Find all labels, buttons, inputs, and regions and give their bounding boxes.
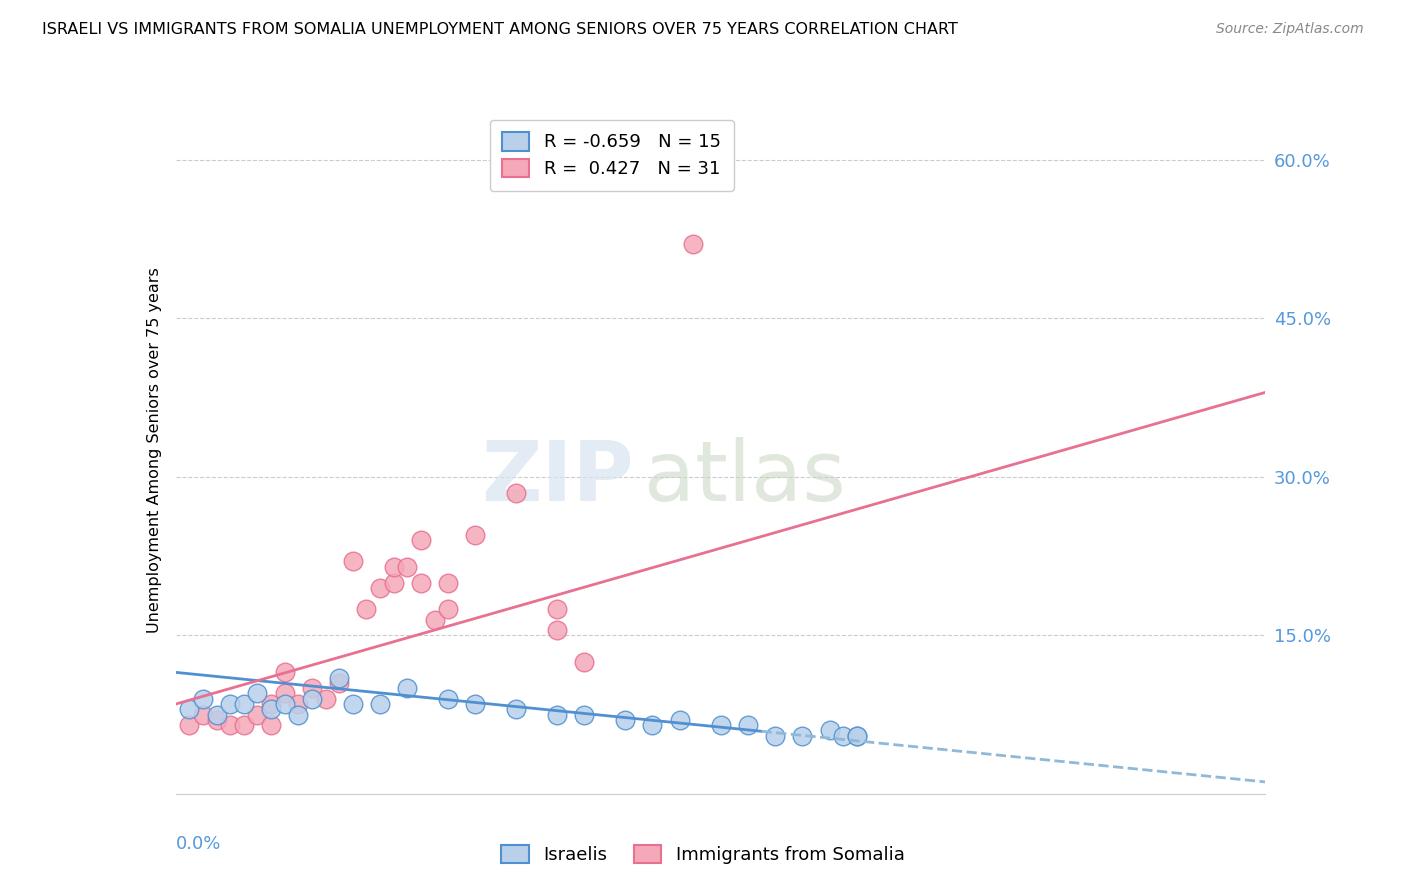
Point — [737, 718, 759, 732]
Point — [437, 602, 460, 616]
Point — [205, 713, 228, 727]
Point — [546, 707, 568, 722]
Point — [437, 575, 460, 590]
Point — [546, 602, 568, 616]
Point — [191, 691, 214, 706]
Point — [219, 697, 242, 711]
Point — [342, 697, 364, 711]
Point — [641, 718, 664, 732]
Point — [260, 718, 283, 732]
Point — [274, 697, 297, 711]
Point — [274, 686, 297, 700]
Point — [574, 655, 596, 669]
Point — [232, 718, 254, 732]
Point — [301, 691, 323, 706]
Point — [845, 729, 868, 743]
Point — [219, 718, 242, 732]
Point — [409, 575, 432, 590]
Point — [763, 729, 786, 743]
Point — [179, 702, 201, 716]
Point — [179, 718, 201, 732]
Point — [505, 702, 527, 716]
Point — [574, 707, 596, 722]
Point — [191, 707, 214, 722]
Point — [287, 697, 309, 711]
Point — [232, 697, 254, 711]
Text: 0.0%: 0.0% — [176, 835, 221, 853]
Point — [260, 702, 283, 716]
Point — [682, 237, 704, 252]
Point — [437, 691, 460, 706]
Point — [845, 729, 868, 743]
Legend: Israelis, Immigrants from Somalia: Israelis, Immigrants from Somalia — [486, 830, 920, 879]
Point — [546, 623, 568, 637]
Point — [368, 581, 391, 595]
Point — [464, 697, 486, 711]
Point — [668, 713, 690, 727]
Point — [328, 676, 350, 690]
Point — [260, 697, 283, 711]
Text: ISRAELI VS IMMIGRANTS FROM SOMALIA UNEMPLOYMENT AMONG SENIORS OVER 75 YEARS CORR: ISRAELI VS IMMIGRANTS FROM SOMALIA UNEMP… — [42, 22, 957, 37]
Point — [274, 665, 297, 680]
Point — [464, 528, 486, 542]
Point — [832, 729, 855, 743]
Point — [710, 718, 733, 732]
Point — [246, 686, 269, 700]
Point — [315, 691, 337, 706]
Point — [205, 707, 228, 722]
Point — [382, 575, 405, 590]
Text: ZIP: ZIP — [481, 437, 633, 518]
Point — [368, 697, 391, 711]
Point — [382, 559, 405, 574]
Point — [818, 723, 841, 738]
Point — [287, 707, 309, 722]
Text: atlas: atlas — [644, 437, 846, 518]
Point — [614, 713, 637, 727]
Point — [409, 533, 432, 548]
Point — [356, 602, 378, 616]
Legend: R = -0.659   N = 15, R =  0.427   N = 31: R = -0.659 N = 15, R = 0.427 N = 31 — [489, 120, 734, 191]
Point — [792, 729, 814, 743]
Point — [396, 681, 419, 696]
Point — [342, 554, 364, 568]
Y-axis label: Unemployment Among Seniors over 75 years: Unemployment Among Seniors over 75 years — [146, 268, 162, 633]
Text: Source: ZipAtlas.com: Source: ZipAtlas.com — [1216, 22, 1364, 37]
Point — [505, 485, 527, 500]
Point — [396, 559, 419, 574]
Point — [246, 707, 269, 722]
Point — [301, 681, 323, 696]
Point — [328, 671, 350, 685]
Point — [423, 613, 446, 627]
